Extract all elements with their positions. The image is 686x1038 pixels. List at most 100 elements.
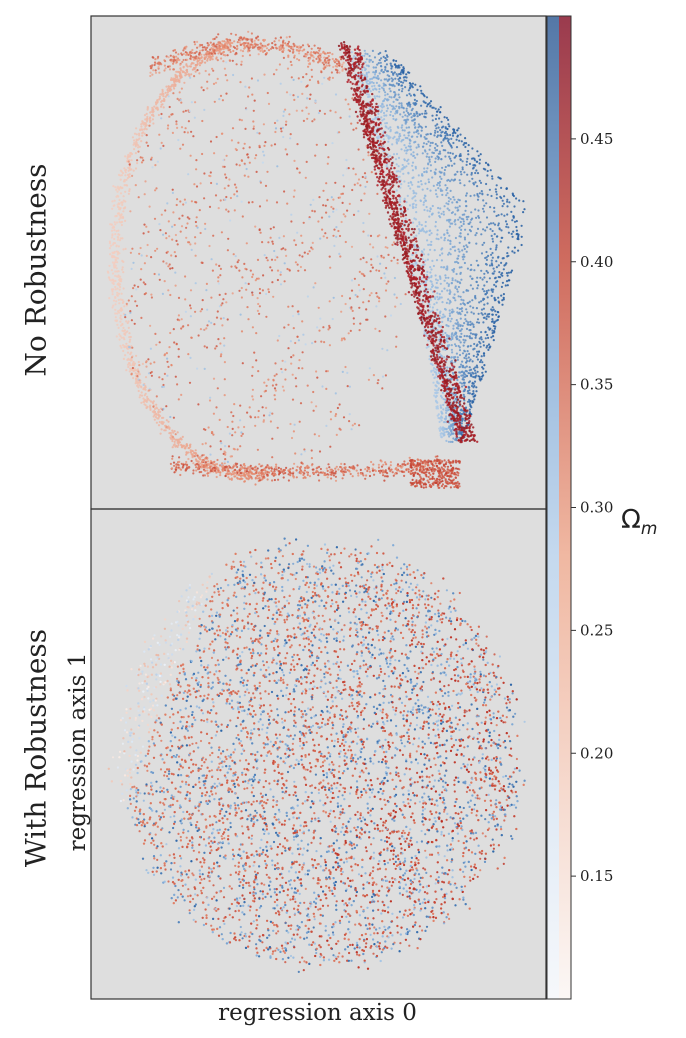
scatter-point bbox=[422, 203, 425, 206]
scatter-point bbox=[497, 300, 500, 303]
scatter-point bbox=[274, 127, 278, 130]
scatter-point bbox=[168, 65, 171, 68]
scatter-point bbox=[143, 388, 146, 391]
scatter-point bbox=[257, 416, 260, 419]
scatter-point bbox=[116, 212, 120, 215]
scatter-point bbox=[384, 374, 387, 377]
scatter-point bbox=[456, 358, 459, 361]
scatter-point bbox=[159, 432, 162, 435]
scatter-point bbox=[145, 112, 148, 115]
scatter-point bbox=[435, 237, 438, 240]
scatter-point bbox=[162, 97, 166, 100]
scatter-point bbox=[245, 44, 248, 48]
scatter-point bbox=[469, 358, 472, 361]
scatter-point bbox=[189, 289, 193, 292]
scatter-point bbox=[296, 335, 299, 338]
scatter-point bbox=[450, 333, 453, 336]
scatter-point bbox=[426, 187, 429, 190]
scatter-point bbox=[461, 324, 464, 327]
scatter-point bbox=[463, 334, 466, 338]
scatter-point bbox=[195, 463, 198, 466]
scatter-point bbox=[279, 36, 282, 39]
scatter-point bbox=[349, 472, 352, 476]
scatter-point bbox=[168, 263, 171, 266]
scatter-point bbox=[321, 61, 324, 64]
scatter-point bbox=[164, 95, 167, 98]
scatter-point bbox=[194, 254, 197, 257]
scatter-point bbox=[495, 184, 498, 187]
scatter-point bbox=[404, 86, 407, 89]
scatter-point bbox=[149, 111, 152, 114]
scatter-point bbox=[324, 52, 327, 55]
scatter-point bbox=[445, 337, 448, 340]
scatter-point bbox=[492, 339, 495, 342]
scatter-point bbox=[123, 305, 126, 308]
scatter-point bbox=[450, 317, 453, 320]
scatter-point bbox=[293, 423, 296, 426]
scatter-point bbox=[112, 225, 115, 228]
scatter-point bbox=[339, 116, 342, 119]
scatter-point bbox=[162, 416, 165, 419]
scatter-point bbox=[166, 360, 169, 363]
scatter-point bbox=[254, 43, 257, 46]
scatter-point bbox=[214, 81, 218, 84]
scatter-point bbox=[138, 364, 141, 367]
scatter-point bbox=[137, 386, 140, 389]
scatter-point bbox=[520, 235, 523, 238]
scatter-point bbox=[491, 318, 494, 321]
scatter-point bbox=[117, 311, 121, 314]
scatter-point bbox=[192, 58, 196, 62]
scatter-point bbox=[143, 394, 146, 397]
scatter-point bbox=[139, 129, 142, 132]
scatter-point bbox=[209, 41, 212, 44]
scatter-point bbox=[286, 67, 290, 70]
scatter-point bbox=[228, 38, 231, 42]
scatter-point bbox=[185, 236, 188, 239]
scatter-point bbox=[291, 398, 295, 401]
scatter-point bbox=[474, 369, 477, 372]
scatter-point bbox=[497, 264, 500, 267]
scatter-point bbox=[348, 108, 351, 111]
scatter-point bbox=[245, 477, 248, 480]
scatter-point bbox=[465, 163, 468, 166]
scatter-point bbox=[439, 282, 442, 285]
scatter-point bbox=[266, 478, 269, 481]
scatter-point bbox=[224, 474, 227, 478]
scatter-point bbox=[121, 308, 124, 311]
scatter-point bbox=[169, 415, 172, 419]
scatter-point bbox=[224, 292, 227, 295]
scatter-point bbox=[305, 73, 308, 76]
scatter-point bbox=[229, 455, 232, 458]
scatter-point bbox=[435, 127, 438, 130]
scatter-point bbox=[372, 66, 375, 69]
scatter-point bbox=[447, 239, 450, 242]
scatter-point bbox=[124, 190, 127, 193]
scatter-point bbox=[250, 77, 253, 80]
scatter-point bbox=[120, 213, 123, 216]
scatter-point bbox=[164, 232, 167, 235]
scatter-point bbox=[120, 170, 123, 173]
scatter-point bbox=[429, 288, 432, 291]
scatter-point bbox=[308, 58, 311, 61]
scatter-point bbox=[428, 156, 431, 159]
scatter-point bbox=[280, 248, 283, 251]
scatter-point bbox=[261, 161, 264, 164]
scatter-point bbox=[127, 345, 131, 349]
scatter-point bbox=[208, 244, 211, 248]
scatter-point bbox=[109, 244, 113, 247]
scatter-point bbox=[307, 45, 311, 48]
scatter-point bbox=[264, 471, 267, 474]
scatter-point bbox=[442, 403, 445, 406]
scatter-point bbox=[181, 325, 184, 328]
scatter-point bbox=[112, 282, 115, 286]
scatter-point bbox=[226, 467, 230, 471]
scatter-point bbox=[145, 120, 149, 123]
scatter-point bbox=[332, 210, 335, 213]
scatter-point bbox=[342, 416, 346, 419]
scatter-point bbox=[160, 141, 163, 144]
scatter-point bbox=[357, 472, 360, 475]
scatter-point bbox=[335, 235, 338, 238]
scatter-point bbox=[349, 329, 352, 332]
scatter-point bbox=[187, 353, 190, 356]
scatter-point bbox=[265, 315, 268, 318]
